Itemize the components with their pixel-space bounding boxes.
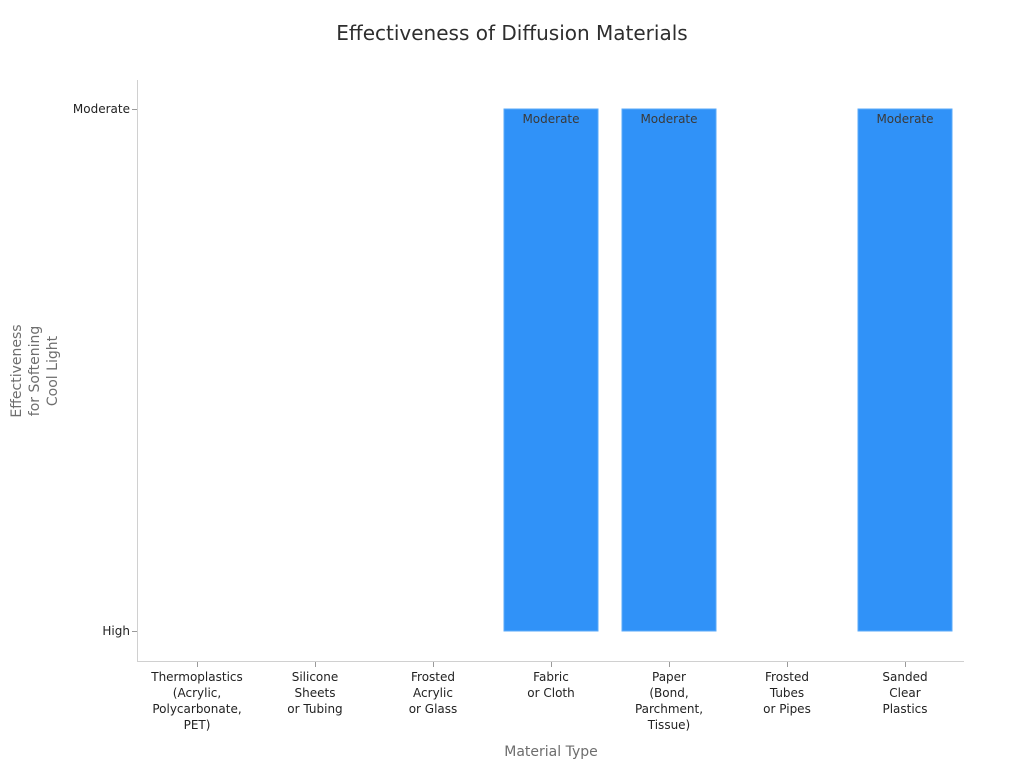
y-tick-label: High	[102, 624, 130, 638]
x-tick-label: Frosted Tubes or Pipes	[763, 670, 811, 716]
bar	[857, 108, 953, 632]
y-axis-title-line: for Softening	[27, 326, 43, 416]
y-tick-label: Moderate	[73, 102, 130, 116]
x-tick-label-line: Silicone	[292, 670, 339, 684]
data-labels: Moderate Moderate Moderate	[522, 112, 933, 126]
x-tick-label-line: Tissue)	[647, 718, 690, 732]
x-tick-label-line: Thermoplastics	[150, 670, 243, 684]
x-tick-label-line: Sheets	[295, 686, 336, 700]
x-tick-label-line: Fabric	[533, 670, 569, 684]
x-tick-label: Fabric or Cloth	[527, 670, 574, 700]
bar	[503, 108, 599, 632]
x-tick-label: Paper (Bond, Parchment, Tissue)	[635, 670, 703, 732]
x-tick-label-line: PET)	[184, 718, 211, 732]
y-axis-title-line: Effectiveness	[9, 324, 25, 417]
x-tick-label-line: Polycarbonate,	[152, 702, 241, 716]
x-tick-label-line: Clear	[889, 686, 920, 700]
x-tick-label-line: Plastics	[882, 702, 927, 716]
x-tick-label-line: (Bond,	[649, 686, 688, 700]
x-tick-label-line: or Cloth	[527, 686, 574, 700]
bar-data-label: Moderate	[876, 112, 933, 126]
x-tick-label-line: Paper	[652, 670, 686, 684]
y-axis-title: Effectiveness for Softening Cool Light	[9, 324, 61, 417]
x-axis-ticks: Thermoplastics (Acrylic, Polycarbonate, PET…	[150, 662, 928, 732]
x-tick-label-line: Tubes	[769, 686, 804, 700]
x-tick-label: Frosted Acrylic or Glass	[409, 670, 458, 716]
x-tick-label-line: Sanded	[882, 670, 927, 684]
x-tick-label: Sanded Clear Plastics	[882, 670, 927, 716]
x-tick-label: Thermoplastics (Acrylic, Polycarbonate, PET…	[150, 670, 243, 732]
x-tick-label-line: Acrylic	[413, 686, 453, 700]
bar-data-label: Moderate	[640, 112, 697, 126]
x-tick-label: Silicone Sheets or Tubing	[287, 670, 342, 716]
y-axis-title-line: Cool Light	[45, 335, 61, 406]
bar-series	[503, 108, 953, 632]
x-tick-label-line: Frosted	[765, 670, 809, 684]
x-tick-label-line: or Pipes	[763, 702, 811, 716]
x-tick-label-line: Frosted	[411, 670, 455, 684]
y-axis-ticks: High Moderate	[73, 102, 137, 638]
x-axis-title: Material Type	[504, 744, 597, 760]
chart-title: Effectiveness of Diffusion Materials	[336, 21, 687, 45]
x-tick-label-line: (Acrylic,	[173, 686, 221, 700]
bar-data-label: Moderate	[522, 112, 579, 126]
x-tick-label-line: Parchment,	[635, 702, 703, 716]
x-tick-label-line: or Tubing	[287, 702, 342, 716]
bar	[621, 108, 717, 632]
x-tick-label-line: or Glass	[409, 702, 458, 716]
